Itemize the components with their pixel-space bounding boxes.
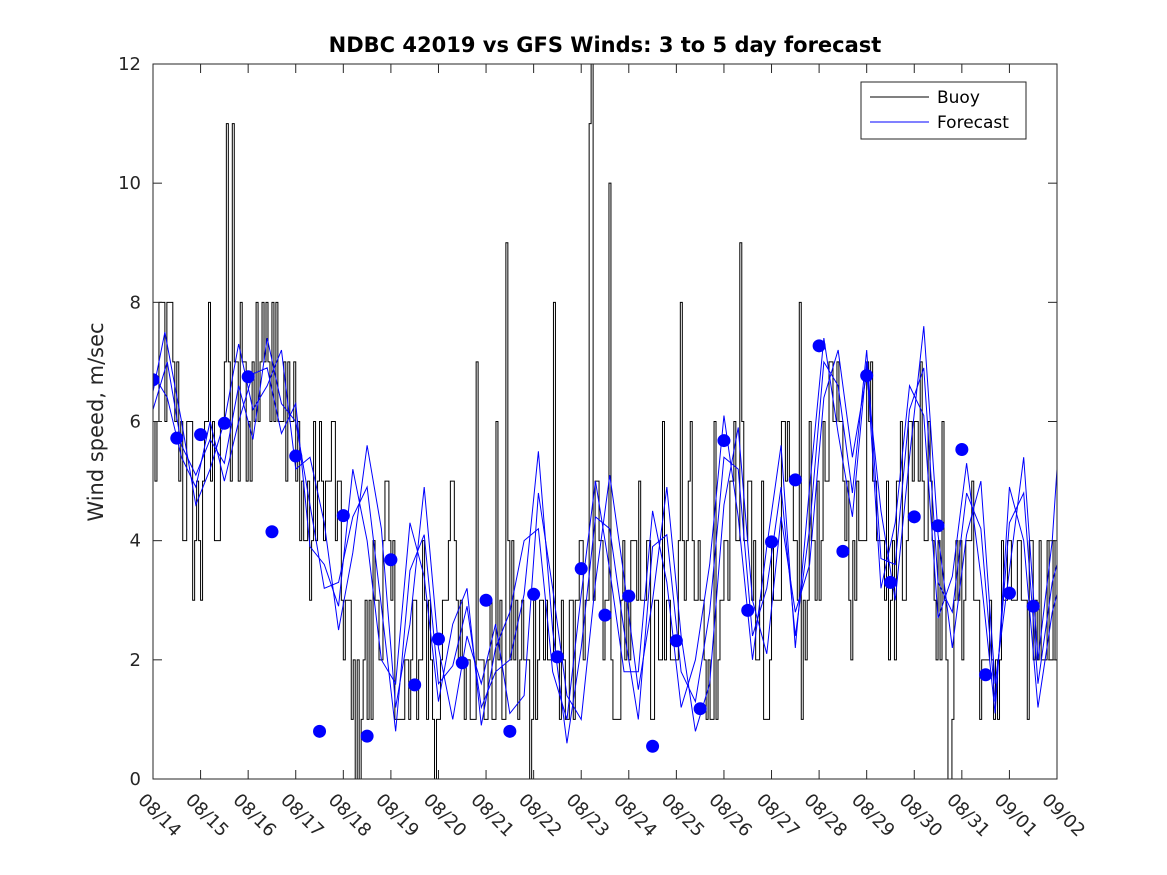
forecast-marker <box>1026 599 1040 613</box>
forecast-marker <box>170 431 184 445</box>
plot-series-group <box>153 64 1057 779</box>
forecast-marker <box>717 434 731 448</box>
forecast-marker <box>289 449 303 463</box>
y-tick-label: 8 <box>130 292 141 313</box>
buoy-series-line <box>153 64 1057 779</box>
forecast-marker <box>598 608 612 622</box>
forecast-marker <box>979 668 993 682</box>
forecast-marker <box>812 339 826 353</box>
y-tick-label: 0 <box>130 769 141 790</box>
forecast-marker <box>217 416 231 430</box>
forecast-marker <box>883 575 897 589</box>
forecast-marker <box>550 650 564 664</box>
forecast-marker <box>408 678 422 692</box>
forecast-marker <box>955 443 969 456</box>
legend-label-buoy: Buoy <box>937 88 980 108</box>
forecast-marker <box>765 535 779 549</box>
forecast-marker <box>622 589 636 603</box>
legend: Buoy Forecast <box>860 81 1027 140</box>
plot-area <box>153 64 1057 779</box>
forecast-marker <box>194 428 208 442</box>
forecast-marker <box>907 510 921 524</box>
y-tick-label: 2 <box>130 650 141 671</box>
forecast-marker <box>646 739 660 753</box>
y-axis-label: Wind speed, m/sec <box>84 322 108 521</box>
forecast-marker <box>360 729 374 743</box>
forecast-marker <box>931 519 945 533</box>
forecast-marker <box>693 702 707 716</box>
y-tick-label: 4 <box>130 531 141 552</box>
forecast-marker <box>574 562 588 576</box>
forecast-marker <box>741 603 755 617</box>
forecast-series-line-1 <box>153 326 1057 732</box>
forecast-marker <box>669 634 683 648</box>
forecast-marker <box>153 373 160 387</box>
forecast-marker <box>336 509 350 523</box>
forecast-marker <box>313 724 327 738</box>
forecast-marker <box>384 553 398 567</box>
y-tick-label: 10 <box>118 173 141 194</box>
forecast-marker <box>455 656 469 670</box>
forecast-marker <box>241 370 255 384</box>
forecast-marker <box>503 724 517 738</box>
forecast-marker <box>479 593 493 607</box>
forecast-marker <box>265 525 279 539</box>
forecast-series-line-3 <box>153 338 1057 726</box>
forecast-marker <box>860 369 874 383</box>
chart-title: NDBC 42019 vs GFS Winds: 3 to 5 day fore… <box>329 33 882 57</box>
legend-box <box>860 81 1027 140</box>
y-tick-label: 12 <box>118 54 141 75</box>
forecast-marker <box>1002 586 1016 600</box>
legend-label-forecast: Forecast <box>937 113 1009 133</box>
y-tick-label: 6 <box>130 412 141 433</box>
forecast-marker <box>527 587 541 601</box>
forecast-marker <box>836 544 850 558</box>
forecast-marker <box>431 632 445 646</box>
forecast-marker <box>788 473 802 487</box>
